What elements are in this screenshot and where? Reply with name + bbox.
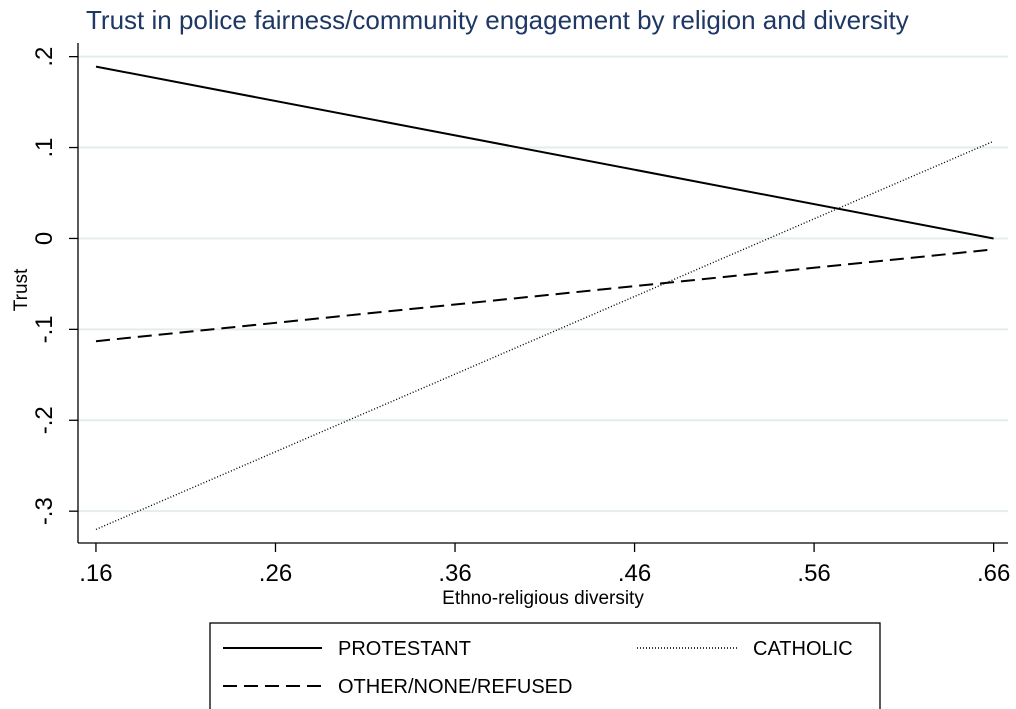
legend-label-catholic: CATHOLIC bbox=[753, 638, 853, 660]
series-line-protestant bbox=[95, 65, 994, 240]
x-axis-title: Ethno-religious diversity bbox=[442, 588, 644, 609]
grid bbox=[78, 55, 1008, 513]
legend-label-other: OTHER/NONE/REFUSED bbox=[338, 676, 572, 698]
chart-title: Trust in police fairness/community engag… bbox=[86, 5, 909, 35]
x-tick-label: .56 bbox=[797, 560, 830, 587]
x-tick-label: .36 bbox=[438, 560, 471, 587]
y-tick-label: .2 bbox=[31, 47, 58, 67]
y-axis-title: Trust bbox=[11, 268, 32, 311]
ticks: -.3 -.2 -.1 0 .1 .2 .16 .26 .36 .46 .56 .66 bbox=[31, 47, 1010, 587]
series-line-catholic bbox=[95, 140, 994, 531]
y-tick-label: .1 bbox=[31, 138, 58, 158]
y-tick-label: -.2 bbox=[31, 406, 58, 434]
axes bbox=[77, 43, 1008, 544]
legend-box bbox=[209, 622, 881, 709]
y-tick-label: -.1 bbox=[31, 315, 58, 343]
legend-label-protestant: PROTESTANT bbox=[338, 638, 471, 660]
y-tick-label: 0 bbox=[31, 232, 58, 245]
series bbox=[95, 65, 994, 531]
x-tick-label: .26 bbox=[259, 560, 292, 587]
y-tick-label: -.3 bbox=[31, 497, 58, 525]
x-tick-label: .16 bbox=[79, 560, 112, 587]
series-line-other-none-refused bbox=[95, 248, 994, 343]
x-tick-label: .46 bbox=[618, 560, 651, 587]
legend: PROTESTANT CATHOLIC OTHER/NONE/REFUSED bbox=[209, 622, 881, 709]
x-tick-label: .66 bbox=[977, 560, 1010, 587]
